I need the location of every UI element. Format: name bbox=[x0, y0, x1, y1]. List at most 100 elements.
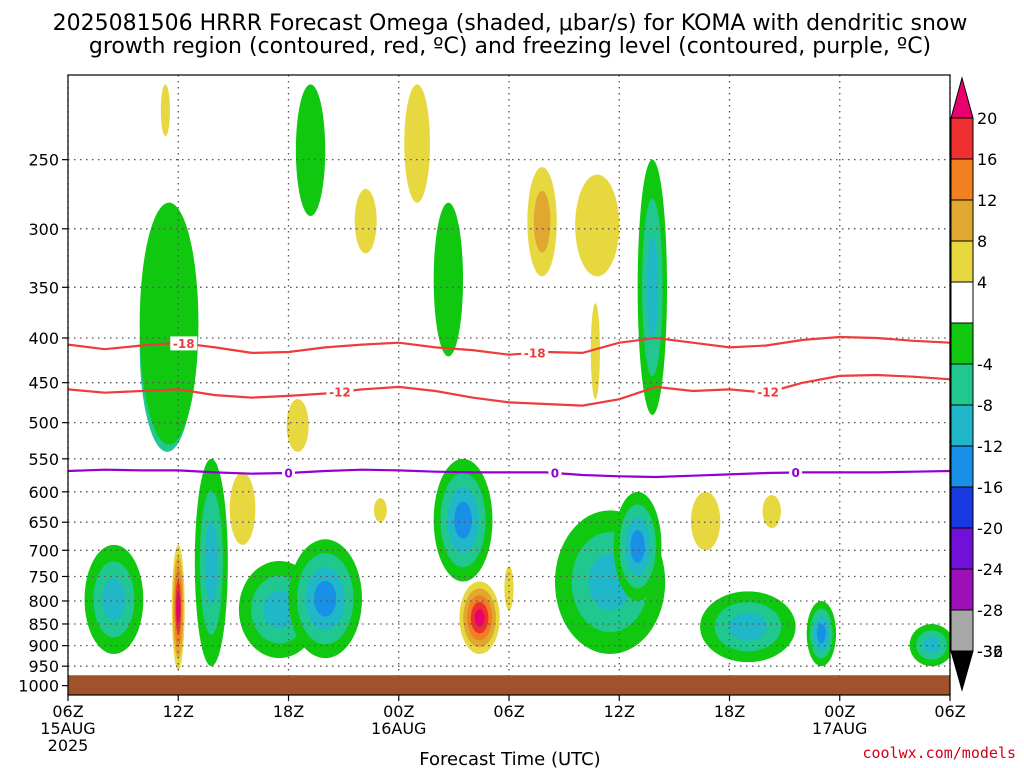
x-tick-label: 06Z bbox=[934, 702, 965, 721]
contour-line-0 bbox=[68, 468, 950, 479]
colorbar-bottom-arrow bbox=[950, 650, 974, 692]
omega-region bbox=[474, 608, 485, 627]
x-tick-label: 00Z bbox=[824, 702, 855, 721]
omega-region bbox=[354, 188, 377, 254]
y-axis-pressure: 250 300 350 400 450 500 550 600 650 700 750 800 850 9… bbox=[18, 151, 68, 696]
contour-label: 0 bbox=[284, 467, 292, 481]
colorbar-swatch bbox=[950, 363, 974, 406]
y-tick-label: 700 bbox=[28, 541, 59, 560]
colorbar-label: -20 bbox=[977, 519, 1003, 538]
omega-region bbox=[816, 623, 826, 644]
y-tick-label: 550 bbox=[28, 450, 59, 469]
omega-region bbox=[646, 237, 659, 338]
omega-region bbox=[729, 612, 767, 641]
colorbar-legend: 20 16 12 8 4 -4 -8 -12 -16 -20 -24 -28 -32-36 bbox=[950, 76, 1003, 692]
contour-label: -12 bbox=[757, 386, 779, 400]
colorbar-label: -4 bbox=[977, 355, 993, 374]
y-tick-label: 800 bbox=[28, 592, 59, 611]
y-tick-label: 300 bbox=[28, 220, 59, 239]
x-tick-label: 12Z bbox=[604, 702, 635, 721]
colorbar-label: 4 bbox=[977, 273, 987, 292]
y-tick-label: 900 bbox=[28, 637, 59, 656]
colorbar-label: -16 bbox=[977, 478, 1003, 497]
omega-region bbox=[922, 636, 941, 654]
y-tick-label: 350 bbox=[28, 278, 59, 297]
y-tick-label: 850 bbox=[28, 615, 59, 634]
omega-region bbox=[762, 494, 781, 528]
omega-region bbox=[373, 498, 387, 523]
omega-region bbox=[690, 491, 721, 551]
colorbar-label: 20 bbox=[977, 109, 997, 128]
colorbar-label: 12 bbox=[977, 191, 997, 210]
x-tick-label: 17AUG bbox=[812, 719, 867, 738]
plot-area: -18 -18 -12 -12 0 0 0 bbox=[67, 74, 951, 696]
omega-region bbox=[454, 501, 472, 539]
omega-region bbox=[263, 590, 296, 629]
omega-region bbox=[295, 84, 326, 216]
colorbar-label: -36 bbox=[977, 642, 1003, 661]
x-tick-label: 16AUG bbox=[371, 719, 426, 738]
x-tick-label: 00Z bbox=[383, 702, 414, 721]
contour-lines: -18 -18 -12 -12 0 0 0 bbox=[68, 335, 950, 481]
omega-region bbox=[404, 84, 430, 203]
colorbar-swatch bbox=[950, 609, 974, 652]
y-tick-label: 650 bbox=[28, 513, 59, 532]
colorbar-label: 16 bbox=[977, 150, 997, 169]
y-tick-label: 400 bbox=[28, 329, 59, 348]
x-axis-label: Forecast Time (UTC) bbox=[419, 749, 600, 768]
title-line-2: growth region (contoured, red, ºC) and f… bbox=[89, 34, 931, 59]
contour-label-bg bbox=[170, 336, 198, 351]
contour-label-bg bbox=[754, 385, 782, 400]
omega-region bbox=[229, 472, 256, 545]
omega-region bbox=[286, 399, 309, 452]
omega-region bbox=[204, 521, 218, 604]
omega-shading bbox=[84, 84, 950, 671]
y-tick-label: 250 bbox=[28, 151, 59, 170]
contour-label-bg bbox=[789, 465, 803, 480]
colorbar-label: -12 bbox=[977, 437, 1003, 456]
colorbar-label: -8 bbox=[977, 396, 993, 415]
contour-label-bg bbox=[521, 345, 549, 360]
contour-label: 0 bbox=[791, 466, 799, 480]
omega-region bbox=[102, 577, 126, 621]
omega-region bbox=[160, 84, 170, 137]
colorbar-swatch bbox=[950, 404, 974, 447]
x-tick-label: 06Z bbox=[493, 702, 524, 721]
title-line-1: 2025081506 HRRR Forecast Omega (shaded, … bbox=[53, 11, 968, 36]
credit-text: coolwx.com/models bbox=[862, 744, 1016, 762]
contour-label: -12 bbox=[329, 385, 351, 399]
x-tick-label: 06Z bbox=[52, 702, 83, 721]
omega-region bbox=[504, 566, 514, 611]
x-tick-label: 15AUG bbox=[40, 719, 95, 738]
colorbar-swatch bbox=[950, 158, 974, 201]
omega-region bbox=[139, 202, 199, 445]
y-tick-label: 950 bbox=[28, 657, 59, 676]
omega-region bbox=[575, 174, 620, 277]
colorbar-label: -24 bbox=[977, 560, 1003, 579]
contour-label-bg bbox=[548, 466, 562, 481]
chart-title: 2025081506 HRRR Forecast Omega (shaded, … bbox=[53, 11, 968, 59]
colorbar-label: -32 bbox=[977, 642, 1003, 661]
y-tick-label: 750 bbox=[28, 567, 59, 586]
contour-label: -18 bbox=[524, 346, 546, 360]
colorbar-label: 8 bbox=[977, 232, 987, 251]
x-tick-label: 18Z bbox=[273, 702, 304, 721]
omega-region bbox=[433, 202, 464, 357]
omega-region bbox=[533, 190, 551, 253]
terrain-fill bbox=[68, 675, 950, 695]
colorbar-swatch bbox=[950, 486, 974, 529]
omega-region bbox=[176, 592, 181, 623]
colorbar-swatch bbox=[950, 445, 974, 488]
omega-region bbox=[314, 580, 337, 617]
y-tick-label: 1000 bbox=[18, 677, 59, 696]
contour-label-bg bbox=[282, 466, 295, 481]
x-tick-label: 12Z bbox=[163, 702, 194, 721]
colorbar-swatch bbox=[950, 117, 974, 160]
omega-region bbox=[590, 303, 600, 400]
colorbar-swatch bbox=[950, 281, 974, 324]
x-tick-label: 18Z bbox=[714, 702, 745, 721]
contour-label: -18 bbox=[173, 337, 195, 351]
colorbar-swatch bbox=[950, 568, 974, 611]
